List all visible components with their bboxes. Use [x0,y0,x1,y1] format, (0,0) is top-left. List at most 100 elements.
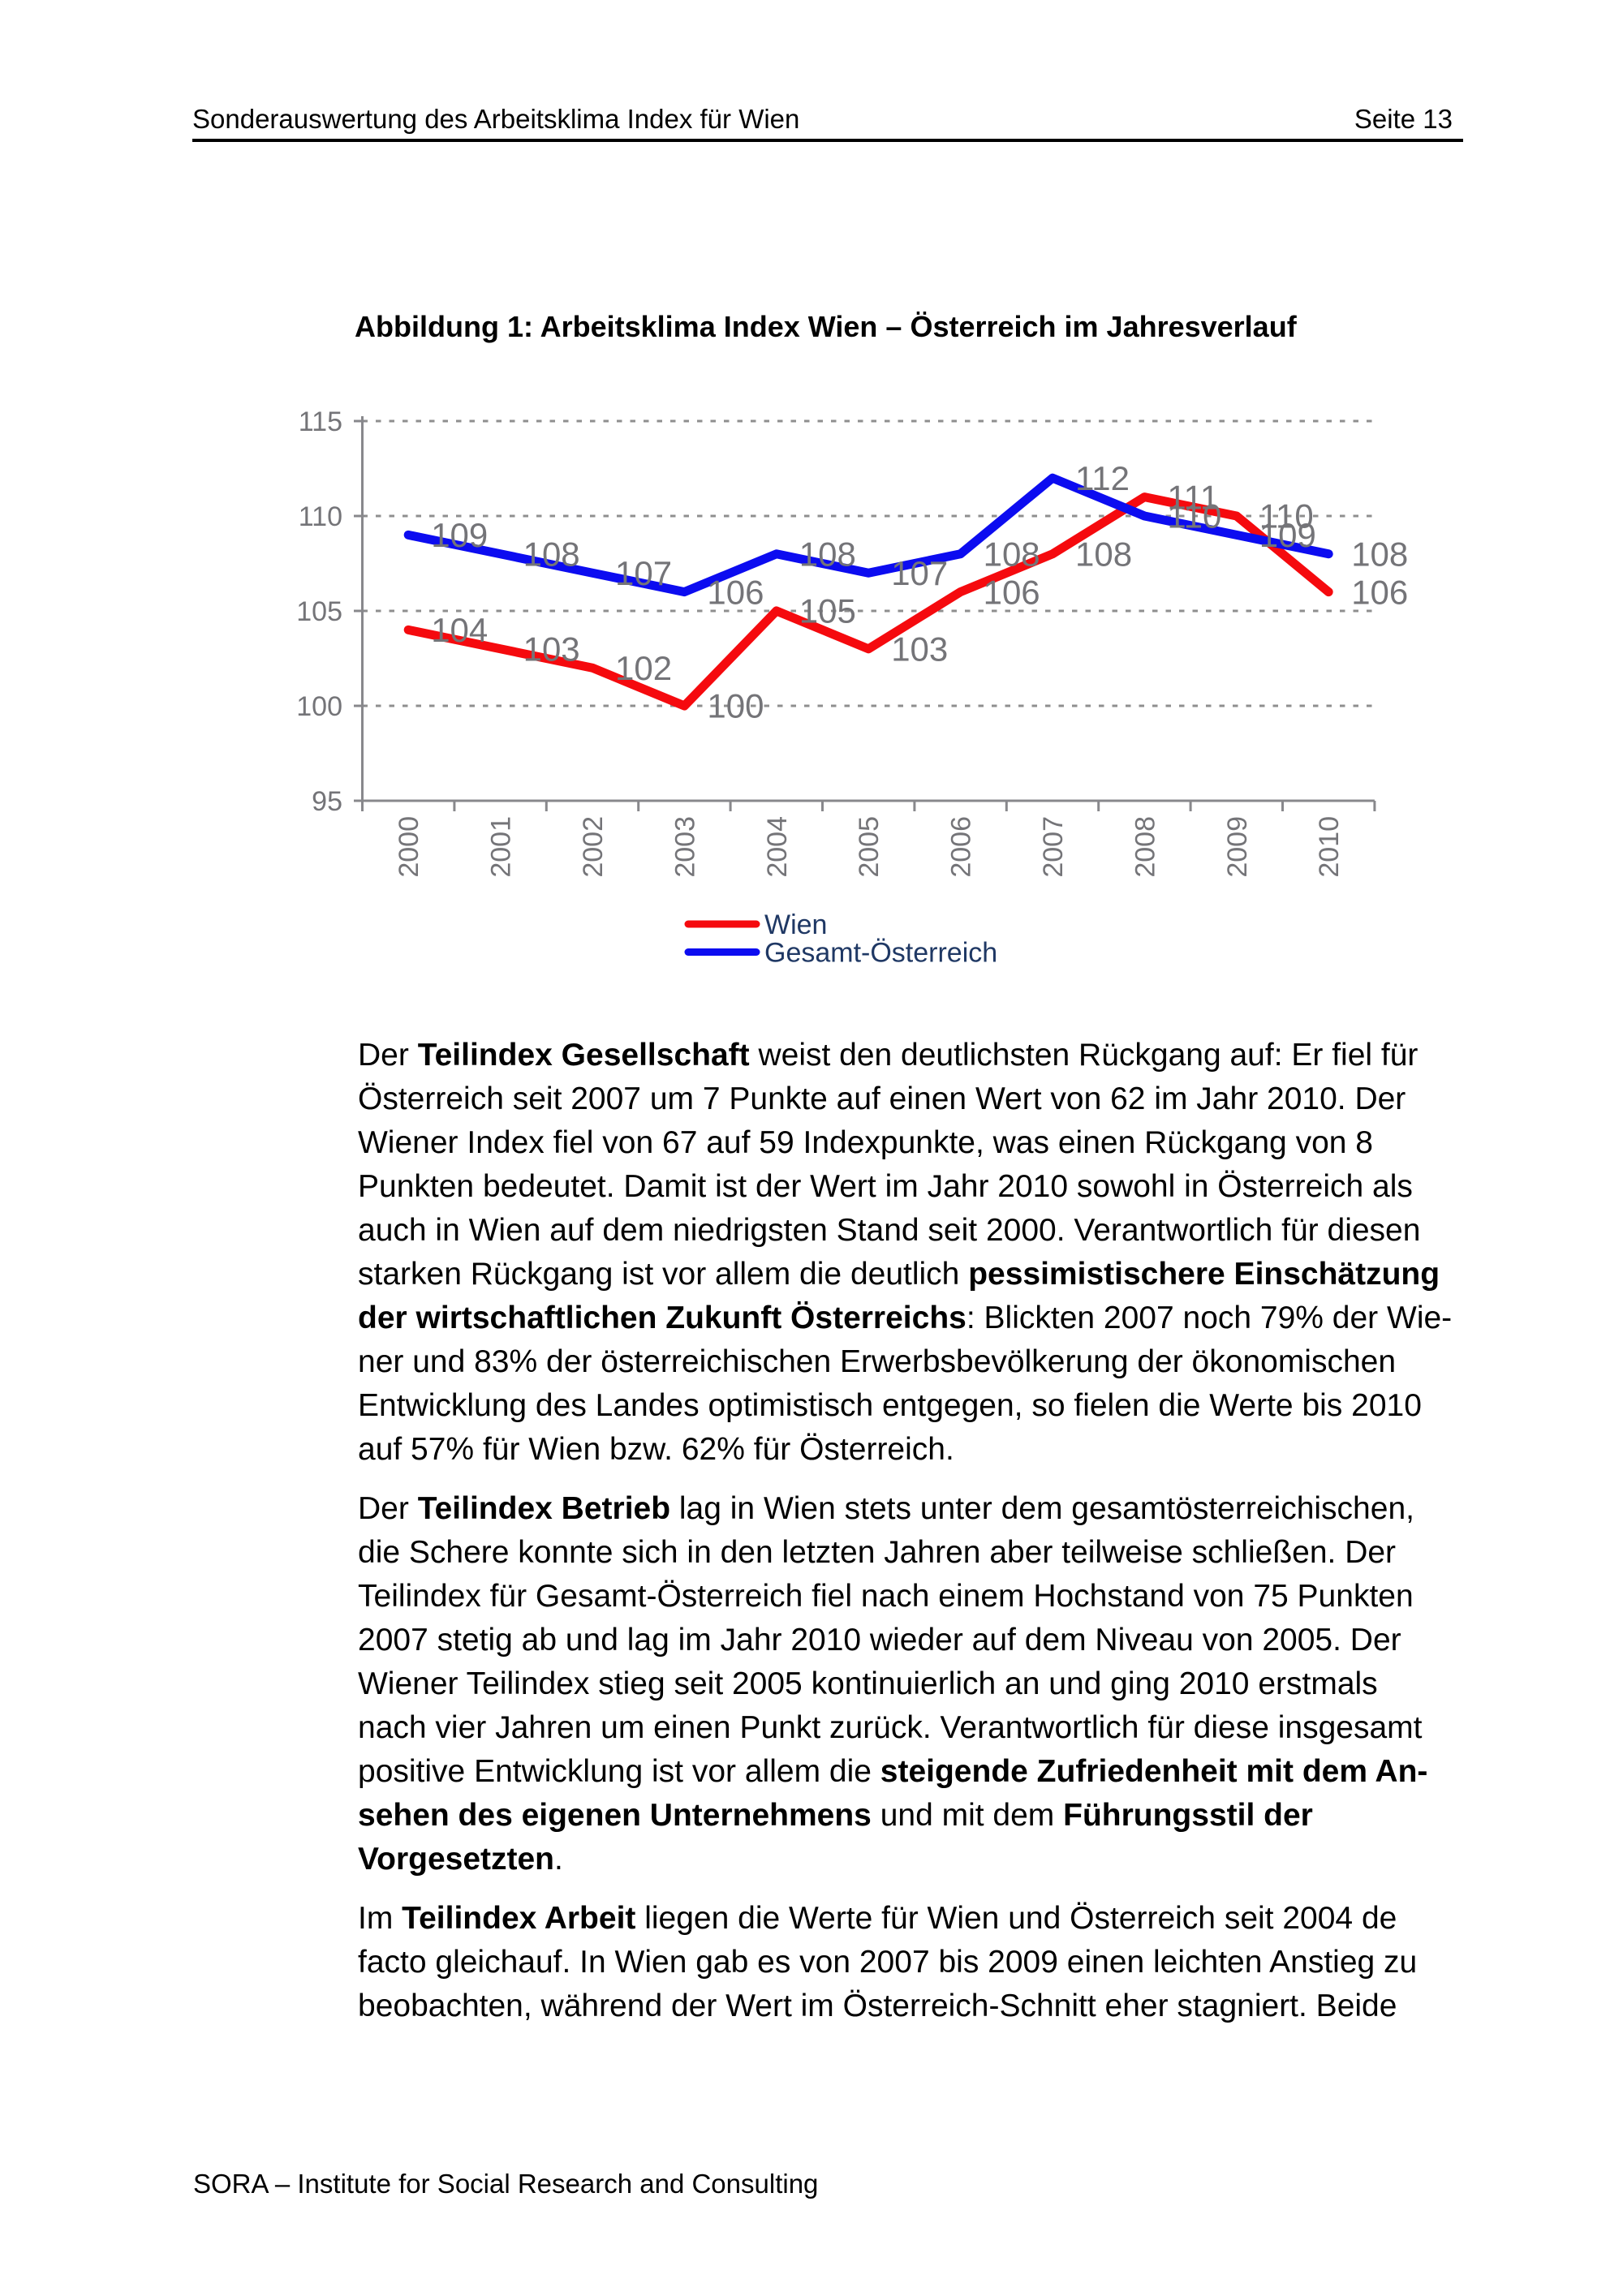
text-segment: 2007 stetig ab und lag im Jahr 2010 wied… [358,1623,1401,1658]
text-line: Wiener Index fiel von 67 auf 59 Indexpun… [358,1121,1494,1165]
y-tick-label: 100 [296,691,342,722]
text-line: der wirtschaftlichen Zukunft Österreichs… [358,1296,1494,1340]
y-tick-label: 110 [299,501,342,532]
header-title: Sonderauswertung des Arbeitsklima Index … [192,104,800,134]
text-line: die Schere konnte sich in den letzten Ja… [358,1531,1494,1575]
data-label: 105 [799,592,856,630]
text-segment: und mit dem [871,1798,1064,1833]
text-line: Der Teilindex Gesellschaft weist den deu… [358,1034,1494,1077]
text-line: Teilindex für Gesamt-Österreich fiel nac… [358,1575,1494,1619]
x-tick-label: 2002 [578,816,609,878]
data-label: 108 [1351,535,1408,574]
text-segment: positive Entwicklung ist vor allem die [358,1754,880,1789]
text-segment: lag in Wien stets unter dem gesamtösterr… [670,1491,1414,1526]
text-segment: auf 57% für Wien bzw. 62% für Österreich… [358,1432,954,1467]
bold-text-segment: Teilindex Betrieb [417,1491,671,1526]
text-line: sehen des eigenen Unternehmens und mit d… [358,1794,1494,1838]
x-tick-label: 2010 [1314,816,1345,878]
text-line: nach vier Jahren um einen Punkt zurück. … [358,1706,1494,1750]
text-segment: liegen die Werte für Wien und Österreich… [635,1901,1397,1936]
text-line: Entwicklung des Landes optimistisch entg… [358,1384,1494,1428]
y-tick-label: 115 [299,406,342,437]
data-label: 102 [615,649,672,687]
data-label: 109 [431,516,488,554]
line-chart: 95 100 105 110 115 2000 2001 2002 2003 2004 2005 20… [296,406,1408,968]
text-segment: Entwicklung des Landes optimistisch entg… [358,1388,1422,1423]
x-tick-label: 2006 [946,816,977,878]
data-label: 109 [1259,516,1316,554]
bold-text-segment: Teilindex Gesellschaft [417,1038,750,1073]
x-tick-label: 2000 [394,816,424,878]
paragraph: Der Teilindex Gesellschaft weist den deu… [358,1034,1494,1472]
paragraph: Der Teilindex Betrieb lag in Wien stets … [358,1487,1494,1881]
bold-text-segment: pessimistischere Einschätzung [968,1257,1440,1292]
data-label: 108 [523,535,580,574]
text-line: starken Rückgang ist vor allem die deutl… [358,1253,1494,1296]
text-segment: starken Rückgang ist vor allem die deutl… [358,1257,969,1292]
data-label: 110 [1167,497,1221,535]
text-line: Vorgesetzten. [358,1838,1494,1881]
text-line: auf 57% für Wien bzw. 62% für Österreich… [358,1428,1494,1472]
bold-text-segment: sehen des eigenen Unternehmens [358,1798,872,1833]
text-segment: facto gleichauf. In Wien gab es von 2007… [358,1945,1418,1980]
data-label: 108 [1075,535,1132,574]
text-line: Österreich seit 2007 um 7 Punkte auf ein… [358,1077,1494,1121]
data-label: 108 [799,535,856,574]
x-tick-label: 2007 [1038,816,1069,878]
text-segment: auch in Wien auf dem niedrigsten Stand s… [358,1213,1421,1248]
bold-text-segment: Vorgesetzten [358,1842,554,1877]
text-segment: Österreich seit 2007 um 7 Punkte auf ein… [358,1081,1406,1116]
text-line: Punkten bedeutet. Damit ist der Wert im … [358,1165,1494,1209]
text-segment: ner und 83% der österreichischen Erwerbs… [358,1344,1397,1379]
text-segment: nach vier Jahren um einen Punkt zurück. … [358,1710,1423,1745]
legend-label: Gesamt-Österreich [764,937,997,968]
data-label: 112 [1075,459,1130,497]
text-line: Wiener Teilindex stieg seit 2005 kontinu… [358,1662,1494,1706]
bold-text-segment: Teilindex Arbeit [402,1901,636,1936]
text-segment: die Schere konnte sich in den letzten Ja… [358,1535,1397,1570]
x-tick-label: 2001 [486,816,517,878]
text-segment: Der [358,1038,418,1073]
data-label: 111 [1167,478,1219,516]
data-label: 110 [1259,497,1314,535]
series-line-wien [403,492,1333,711]
data-label: 108 [984,535,1040,574]
data-label: 106 [984,573,1040,611]
text-line: Im Teilindex Arbeit liegen die Werte für… [358,1897,1494,1941]
text-segment: Im [358,1901,403,1936]
x-tick-label: 2004 [762,816,793,878]
paragraph: Im Teilindex Arbeit liegen die Werte für… [358,1897,1494,2028]
header-rule [192,139,1463,142]
text-line: auch in Wien auf dem niedrigsten Stand s… [358,1209,1494,1253]
text-line: 2007 stetig ab und lag im Jahr 2010 wied… [358,1619,1494,1662]
footer-text: SORA – Institute for Social Research and… [193,2169,819,2199]
page-number: Seite 13 [1354,104,1453,134]
text-segment: Der [358,1491,418,1526]
data-label: 103 [523,630,580,669]
figure-title: Abbildung 1: Arbeitsklima Index Wien – Ö… [355,310,1297,343]
legend-label: Wien [764,909,827,940]
x-tick-label: 2003 [669,816,700,878]
text-segment: . [554,1842,563,1877]
data-label: 107 [891,554,948,592]
data-label: 100 [707,687,764,725]
x-tick-label: 2005 [854,816,885,878]
y-tick-label: 105 [296,596,342,627]
text-line: facto gleichauf. In Wien gab es von 2007… [358,1941,1494,1984]
text-line: beobachten, während der Wert im Österrei… [358,1984,1494,2028]
data-label: 104 [431,611,488,649]
data-label: 106 [1351,573,1408,611]
text-line: ner und 83% der österreichischen Erwerbs… [358,1340,1494,1384]
text-segment: Wiener Index fiel von 67 auf 59 Indexpun… [358,1125,1373,1160]
text-segment: beobachten, während der Wert im Österrei… [358,1989,1397,2023]
y-tick-label: 95 [312,786,342,817]
bold-text-segment: der wirtschaftlichen Zukunft Österreichs [358,1301,966,1335]
series-line-oesterreich [403,473,1333,597]
data-label: 103 [891,630,948,669]
data-label: 106 [707,573,764,611]
data-label: 107 [615,554,672,592]
text-line: Der Teilindex Betrieb lag in Wien stets … [358,1487,1494,1531]
bold-text-segment: steigende Zufriedenheit mit dem An- [880,1754,1428,1789]
text-segment: Teilindex für Gesamt-Österreich fiel nac… [358,1579,1414,1614]
